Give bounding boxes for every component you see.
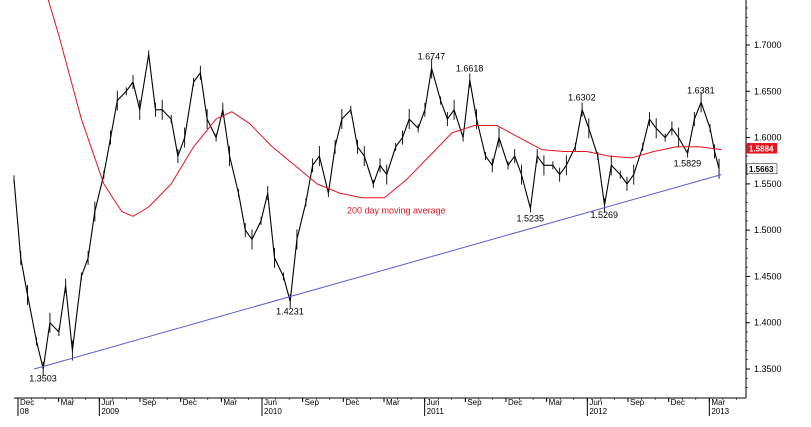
value-tag-box (746, 163, 778, 175)
x-tick-label: Mar (549, 398, 563, 407)
data-label: 1.6618 (456, 63, 484, 73)
x-year-label: 2009 (101, 407, 119, 416)
x-tick-label: Sep (630, 398, 645, 407)
x-tick-label: Dec (671, 398, 685, 407)
moving-average-line (47, 0, 722, 217)
data-label: 1.4231 (276, 306, 304, 316)
x-tick-label: Mar (61, 398, 75, 407)
y-tick-label: 1.4000 (754, 318, 782, 328)
value-tag-label: 1.5663 (749, 165, 774, 174)
chart-axes: 1.7000 1.6500 1.6000 1.5500 1.5000 1.4500 1.40… (14, 0, 782, 416)
x-tick-label: Jun (101, 398, 114, 407)
x-tick-label: Sep (142, 398, 157, 407)
x-tick-label: Mar (386, 398, 400, 407)
data-label: 1.6747 (418, 51, 446, 61)
x-tick-label: Mar (223, 398, 237, 407)
data-label: 1.6381 (687, 85, 715, 95)
x-tick-label: Jun (264, 398, 277, 407)
x-tick-label: Sep (305, 398, 320, 407)
y-tick-label: 1.5000 (754, 225, 782, 235)
y-tick-label: 1.7000 (754, 40, 782, 50)
data-label: 1.6302 (568, 93, 596, 103)
chart-series (13, 0, 722, 376)
x-year-label: 08 (20, 407, 29, 416)
price-series-line (13, 53, 720, 370)
x-year-label: 2012 (589, 407, 607, 416)
y-tick-label: 1.5500 (754, 179, 782, 189)
y-tick-label: 1.3500 (754, 364, 782, 374)
x-year-label: 2013 (711, 407, 729, 416)
x-tick-label: Jun (427, 398, 440, 407)
y-tick-label: 1.6000 (754, 133, 782, 143)
value-tag-box (746, 143, 778, 154)
x-year-label: 2010 (264, 407, 282, 416)
x-tick-label: Dec (20, 398, 34, 407)
y-tick-label: 1.6500 (754, 86, 782, 96)
ma-legend-label: 200 day moving average (347, 205, 446, 215)
chart-annotations: 200 day moving average 1.3503 1.4231 1.6747… (29, 51, 778, 384)
x-tick-label: Dec (508, 398, 522, 407)
x-tick-label: Sep (467, 398, 482, 407)
trend-line (34, 174, 722, 370)
data-label: 1.5829 (674, 158, 702, 168)
value-tag-label: 1.5884 (749, 144, 774, 153)
data-label: 1.3503 (29, 374, 57, 384)
x-tick-label: Dec (183, 398, 197, 407)
data-label: 1.5269 (591, 210, 619, 220)
x-year-label: 2011 (427, 407, 445, 416)
x-tick-label: Jun (589, 398, 602, 407)
data-label: 1.5235 (516, 213, 544, 223)
x-tick-label: Dec (345, 398, 359, 407)
x-tick-label: Mar (711, 398, 725, 407)
y-tick-label: 1.4500 (754, 271, 782, 281)
